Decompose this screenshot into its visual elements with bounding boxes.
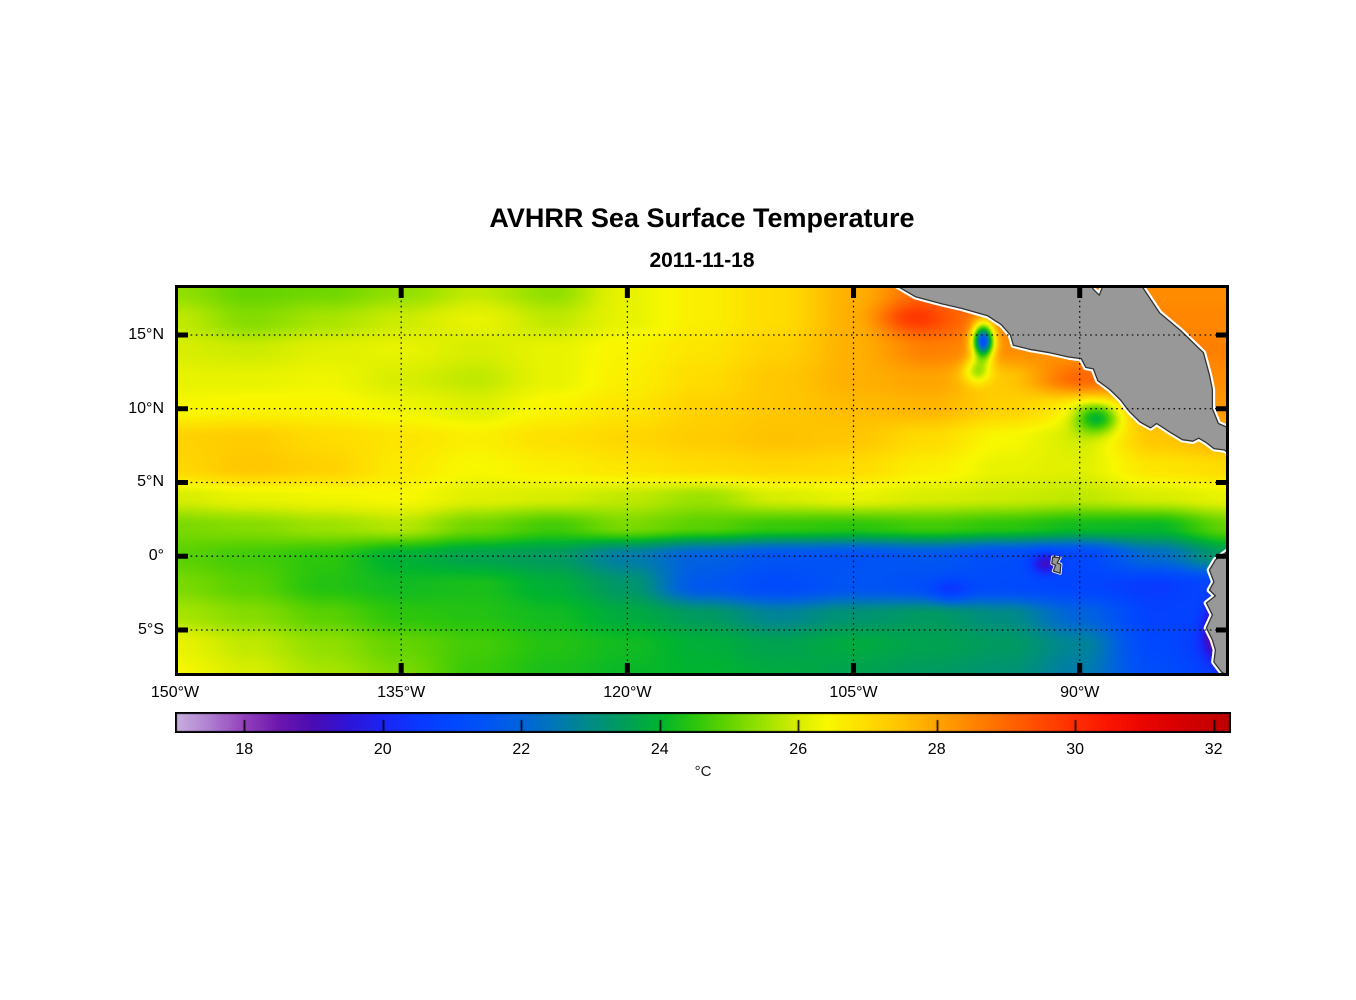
colorbar-tick-label: 28 — [927, 741, 946, 758]
colorbar-unit-label: °C — [694, 763, 712, 780]
x-tick-label: 90°W — [1060, 684, 1100, 701]
chart-title: AVHRR Sea Surface Temperature — [489, 203, 915, 233]
y-tick-label: 15°N — [128, 325, 164, 343]
colorbar — [175, 712, 1231, 738]
y-tick-label: 0° — [148, 547, 164, 565]
colorbar-tick-label: 18 — [235, 741, 254, 758]
y-tick-label: 10°N — [128, 399, 164, 417]
plot-border — [175, 285, 1229, 676]
chart-date-subtitle: 2011-11-18 — [649, 249, 755, 272]
y-tick-label: 5°N — [137, 473, 164, 491]
colorbar-tick-label: 26 — [789, 741, 808, 758]
landmass-south_america — [1205, 549, 1229, 676]
colorbar-gradient — [175, 712, 1231, 733]
x-tick-label: 120°W — [603, 684, 652, 701]
x-tick-label: 135°W — [377, 684, 426, 701]
colorbar-tick-label: 30 — [1066, 741, 1085, 758]
colorbar-tick-label: 24 — [650, 741, 669, 758]
map-plot-area — [175, 285, 1229, 676]
landmass-galapagos — [1051, 556, 1062, 574]
x-tick-label: 105°W — [829, 684, 878, 701]
landmass-central_america — [894, 285, 1229, 455]
x-tick-label: 150°W — [150, 684, 200, 701]
y-tick-label: 5°S — [138, 620, 164, 638]
map-overlay — [175, 285, 1229, 676]
colorbar-tick-label: 22 — [512, 741, 531, 758]
colorbar-tick-label: 32 — [1204, 741, 1223, 758]
colorbar-tick-label: 20 — [373, 741, 392, 758]
